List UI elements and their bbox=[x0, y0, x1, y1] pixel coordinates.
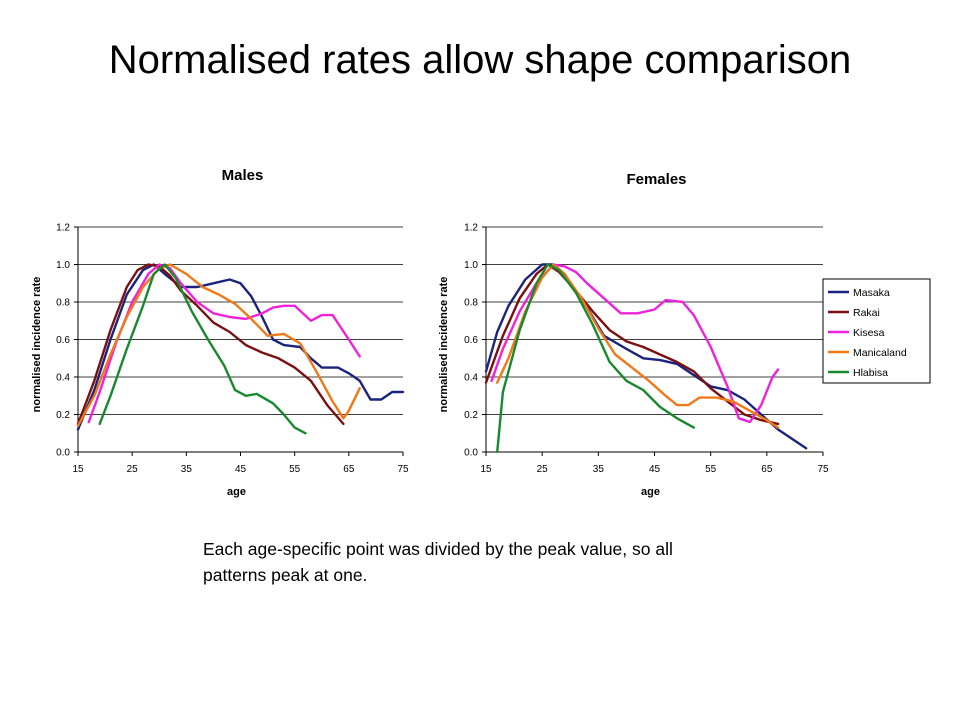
males-series-kisesa bbox=[87, 263, 361, 424]
females-y-tick-label: 0.0 bbox=[464, 448, 478, 459]
females-chart-title: Females bbox=[626, 171, 686, 188]
legend-label-rakai: Rakai bbox=[853, 307, 880, 319]
females-y-tick-label: 1.0 bbox=[464, 260, 478, 271]
males-y-tick-label: 1.0 bbox=[56, 260, 70, 271]
males-series-rakai bbox=[76, 263, 345, 426]
females-x-axis-title: age bbox=[641, 486, 660, 498]
males-y-tick-label: 1.2 bbox=[56, 223, 70, 234]
males-series-masaka bbox=[76, 263, 405, 431]
males-y-tick-label: 0.8 bbox=[56, 298, 70, 309]
males-chart-title: Males bbox=[222, 167, 264, 184]
males-x-tick-label: 45 bbox=[235, 464, 247, 475]
males-x-tick-label: 75 bbox=[397, 464, 409, 475]
slide-title: Normalised rates allow shape comparison bbox=[108, 38, 852, 82]
females-y-tick-label: 1.2 bbox=[464, 223, 478, 234]
males-y-tick-label: 0.4 bbox=[56, 373, 70, 384]
legend-label-hlabisa: Hlabisa bbox=[853, 367, 888, 379]
females-x-tick-label: 55 bbox=[705, 464, 717, 475]
females-x-tick-label: 45 bbox=[649, 464, 661, 475]
slide-caption: Each age-specific point was divided by t… bbox=[203, 539, 673, 585]
males-y-tick-label: 0.6 bbox=[56, 335, 70, 346]
males-x-tick-label: 55 bbox=[289, 464, 301, 475]
females-y-tick-label: 0.2 bbox=[464, 410, 478, 421]
females-y-tick-label: 0.8 bbox=[464, 298, 478, 309]
females-series-hlabisa bbox=[496, 263, 695, 454]
males-x-axis-title: age bbox=[227, 486, 246, 498]
males-y-tick-label: 0.0 bbox=[56, 448, 70, 459]
females-x-tick-label: 35 bbox=[593, 464, 605, 475]
females-y-tick-label: 0.4 bbox=[464, 373, 478, 384]
males-y-tick-label: 0.2 bbox=[56, 410, 70, 421]
males-x-tick-label: 35 bbox=[181, 464, 193, 475]
females-x-tick-label: 15 bbox=[480, 464, 492, 475]
females-series-masaka bbox=[484, 263, 808, 450]
legend-label-kisesa: Kisesa bbox=[853, 327, 885, 339]
females-y-axis-title: normalised incidence rate bbox=[438, 277, 450, 413]
males-y-axis-title: normalised incidence rate bbox=[31, 277, 43, 413]
legend-label-masaka: Masaka bbox=[853, 287, 890, 299]
females-x-tick-label: 65 bbox=[761, 464, 773, 475]
females-x-tick-label: 75 bbox=[817, 464, 829, 475]
females-y-tick-label: 0.6 bbox=[464, 335, 478, 346]
males-series-hlabisa bbox=[98, 263, 307, 435]
males-x-tick-label: 25 bbox=[127, 464, 139, 475]
males-x-tick-label: 15 bbox=[72, 464, 84, 475]
legend-label-manicaland: Manicaland bbox=[853, 347, 907, 359]
females-series-rakai bbox=[484, 263, 780, 426]
females-series-manicaland bbox=[496, 263, 780, 429]
males-x-tick-label: 65 bbox=[343, 464, 355, 475]
males-series-manicaland bbox=[76, 263, 361, 427]
females-x-tick-label: 25 bbox=[537, 464, 549, 475]
